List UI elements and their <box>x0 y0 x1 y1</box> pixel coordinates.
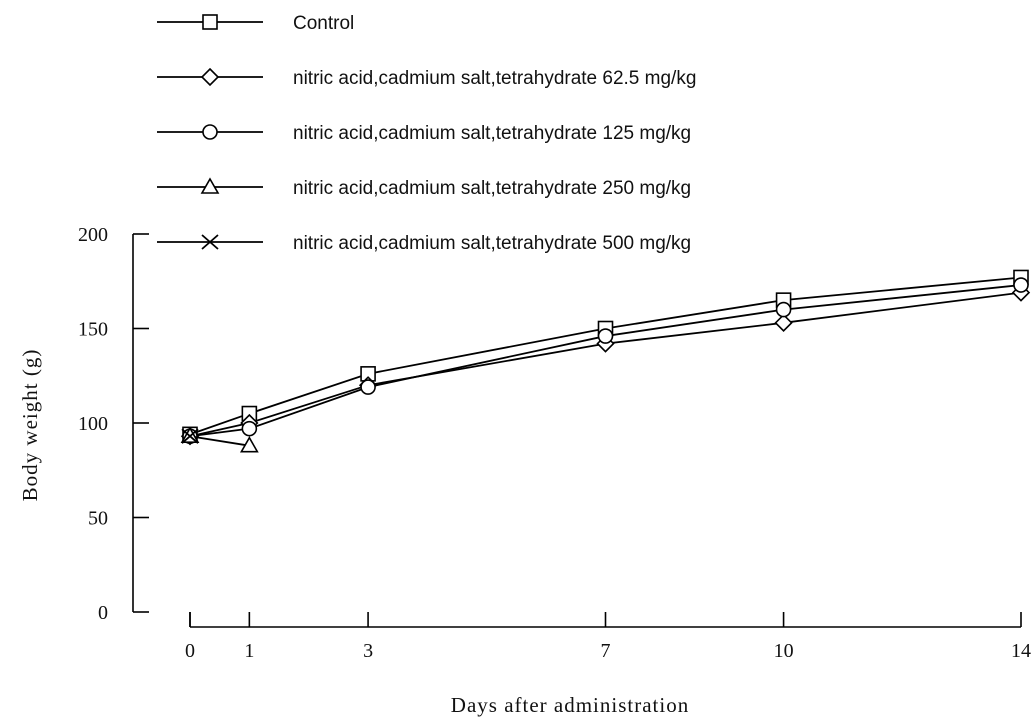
x-tick-label: 1 <box>244 640 254 662</box>
series-diamond <box>180 283 1031 446</box>
y-tick-label: 0 <box>98 602 108 624</box>
series-layer <box>180 269 1031 453</box>
legend-marker-cross <box>201 234 219 250</box>
series-square <box>182 269 1029 443</box>
x-tick-label: 10 <box>774 640 794 662</box>
data-point-circle <box>241 420 258 437</box>
series-line <box>189 291 1022 438</box>
y-tick-label: 100 <box>78 413 108 435</box>
data-point-circle <box>597 328 614 344</box>
legend-marker-circle <box>202 124 218 140</box>
data-point-triangle <box>239 436 259 453</box>
legend-label: nitric acid,cadmium salt,tetrahydrate 25… <box>293 178 691 199</box>
legend-marker-triangle <box>200 177 220 194</box>
legend-item: nitric acid,cadmium salt,tetrahydrate 25… <box>157 177 691 199</box>
series-circle <box>182 277 1029 445</box>
legend-marker-diamond <box>200 67 220 87</box>
series-line <box>189 435 250 447</box>
legend-item: nitric acid,cadmium salt,tetrahydrate 50… <box>157 233 691 254</box>
axes: 0 50 100 150 200 0 1 3 7 10 14 <box>78 224 1031 662</box>
x-tick-label: 0 <box>185 640 195 662</box>
series-cross <box>181 428 199 444</box>
legend-item: nitric acid,cadmium salt,tetrahydrate 62… <box>157 67 696 89</box>
legend-item: nitric acid,cadmium salt,tetrahydrate 12… <box>157 123 691 144</box>
y-tick-label: 200 <box>78 224 108 246</box>
data-point-cross <box>181 428 199 444</box>
legend-item: Control <box>157 13 354 34</box>
data-point-circle <box>360 379 376 395</box>
y-tick-label: 150 <box>78 319 108 341</box>
series-line <box>189 276 1022 436</box>
x-tick-label: 3 <box>363 640 373 662</box>
x-tick-label: 14 <box>1011 640 1031 662</box>
y-axis-title: Body weight (g) <box>18 349 42 502</box>
data-point-circle <box>775 301 792 318</box>
legend-label: nitric acid,cadmium salt,tetrahydrate 12… <box>293 123 691 144</box>
legend: Control nitric acid,cadmium salt,tetrahyd… <box>157 13 696 254</box>
series-line <box>189 284 1022 438</box>
legend-label: nitric acid,cadmium salt,tetrahydrate 50… <box>293 233 691 254</box>
data-point-circle <box>1013 277 1029 293</box>
legend-marker-square <box>202 14 218 30</box>
x-axis-title: Days after administration <box>451 693 689 717</box>
y-tick-label: 50 <box>88 508 108 530</box>
legend-label: Control <box>293 13 354 34</box>
x-tick-label: 7 <box>601 640 611 662</box>
data-point-diamond <box>774 313 793 332</box>
legend-label: nitric acid,cadmium salt,tetrahydrate 62… <box>293 68 696 89</box>
